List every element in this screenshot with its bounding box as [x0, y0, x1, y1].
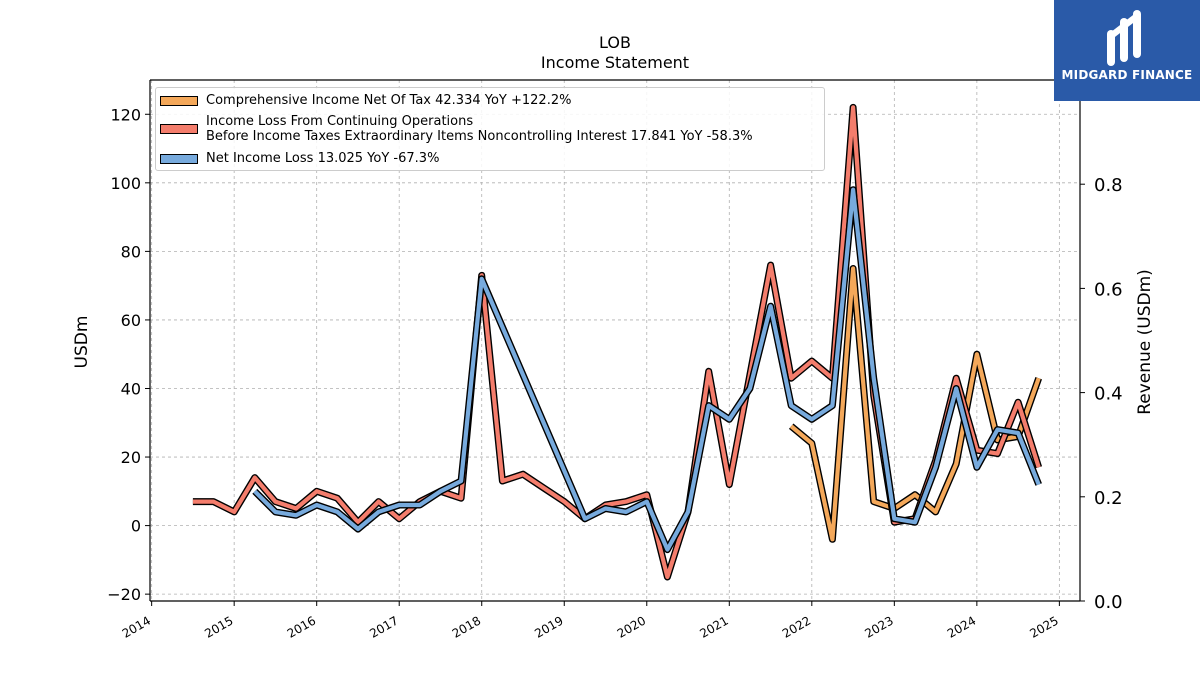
- legend-label: Comprehensive Income Net Of Tax 42.334 Y…: [206, 93, 572, 108]
- x-tick-label: 2022: [780, 613, 813, 640]
- y-tick-label: 120: [110, 105, 141, 124]
- y-tick-label: 80: [121, 242, 141, 261]
- legend: Comprehensive Income Net Of Tax 42.334 Y…: [155, 87, 825, 171]
- legend-swatch-orange: [160, 95, 198, 106]
- y-tick-label: 60: [121, 311, 141, 330]
- x-tick-label: 2014: [120, 613, 153, 640]
- axes: [149, 79, 1081, 602]
- x-tick-label: 2021: [697, 613, 730, 640]
- logo-text: MIDGARD FINANCE: [1061, 68, 1193, 82]
- x-tick-label: 2019: [532, 613, 565, 640]
- series-outline-0: [788, 265, 1042, 543]
- y-tick-label: 20: [121, 448, 141, 467]
- series-line-0: [789, 266, 1041, 542]
- legend-item-income-loss-continuing: Income Loss From Continuing Operations B…: [160, 114, 753, 144]
- x-tick-label: 2024: [945, 613, 978, 640]
- x-tick-label: 2016: [285, 613, 318, 640]
- y-tick-label: 0: [131, 517, 141, 536]
- logo-mark-icon: [1107, 10, 1141, 66]
- legend-swatch-blue: [160, 153, 198, 164]
- series-group: [192, 103, 1043, 581]
- legend-label: Income Loss From Continuing Operations B…: [206, 114, 753, 144]
- x-axis-ticks: 2014 2015 2016 2017 2018 2019 2020 2021 2022 2023…: [120, 601, 1061, 641]
- y-axis-right-ticks: 0.0 0.2 0.4 0.6 0.8: [1080, 175, 1123, 613]
- legend-label: Net Income Loss 13.025 YoY -67.3%: [206, 151, 440, 166]
- y-right-tick-label: 0.0: [1094, 592, 1123, 613]
- y-tick-label: −20: [107, 585, 141, 604]
- y-tick-label: 40: [121, 379, 141, 398]
- x-tick-label: 2015: [202, 613, 235, 640]
- y-axis-ticks: −20 0 20 40 60 80 100 120: [107, 105, 150, 604]
- y-axis-right-label: Revenue (USDm): [1135, 269, 1155, 415]
- y-axis-label: USDm: [72, 316, 92, 369]
- series-line-2: [253, 187, 1041, 552]
- x-tick-label: 2025: [1027, 613, 1060, 640]
- legend-swatch-red: [160, 124, 198, 134]
- chart-title: LOB: [599, 33, 631, 52]
- y-right-tick-label: 0.6: [1094, 279, 1123, 300]
- chart-subtitle: Income Statement: [540, 53, 690, 72]
- brand-logo: MIDGARD FINANCE: [1054, 0, 1200, 101]
- legend-item-comprehensive-income: Comprehensive Income Net Of Tax 42.334 Y…: [160, 93, 571, 108]
- x-tick-label: 2020: [615, 613, 648, 640]
- y-right-tick-label: 0.4: [1094, 384, 1123, 405]
- x-tick-label: 2017: [367, 613, 400, 640]
- y-right-tick-label: 0.2: [1094, 488, 1123, 509]
- y-right-tick-label: 0.8: [1094, 175, 1123, 196]
- y-tick-label: 100: [110, 174, 141, 193]
- legend-item-net-income-loss: Net Income Loss 13.025 YoY -67.3%: [160, 151, 439, 166]
- x-tick-label: 2018: [450, 613, 483, 640]
- x-tick-label: 2023: [862, 613, 895, 640]
